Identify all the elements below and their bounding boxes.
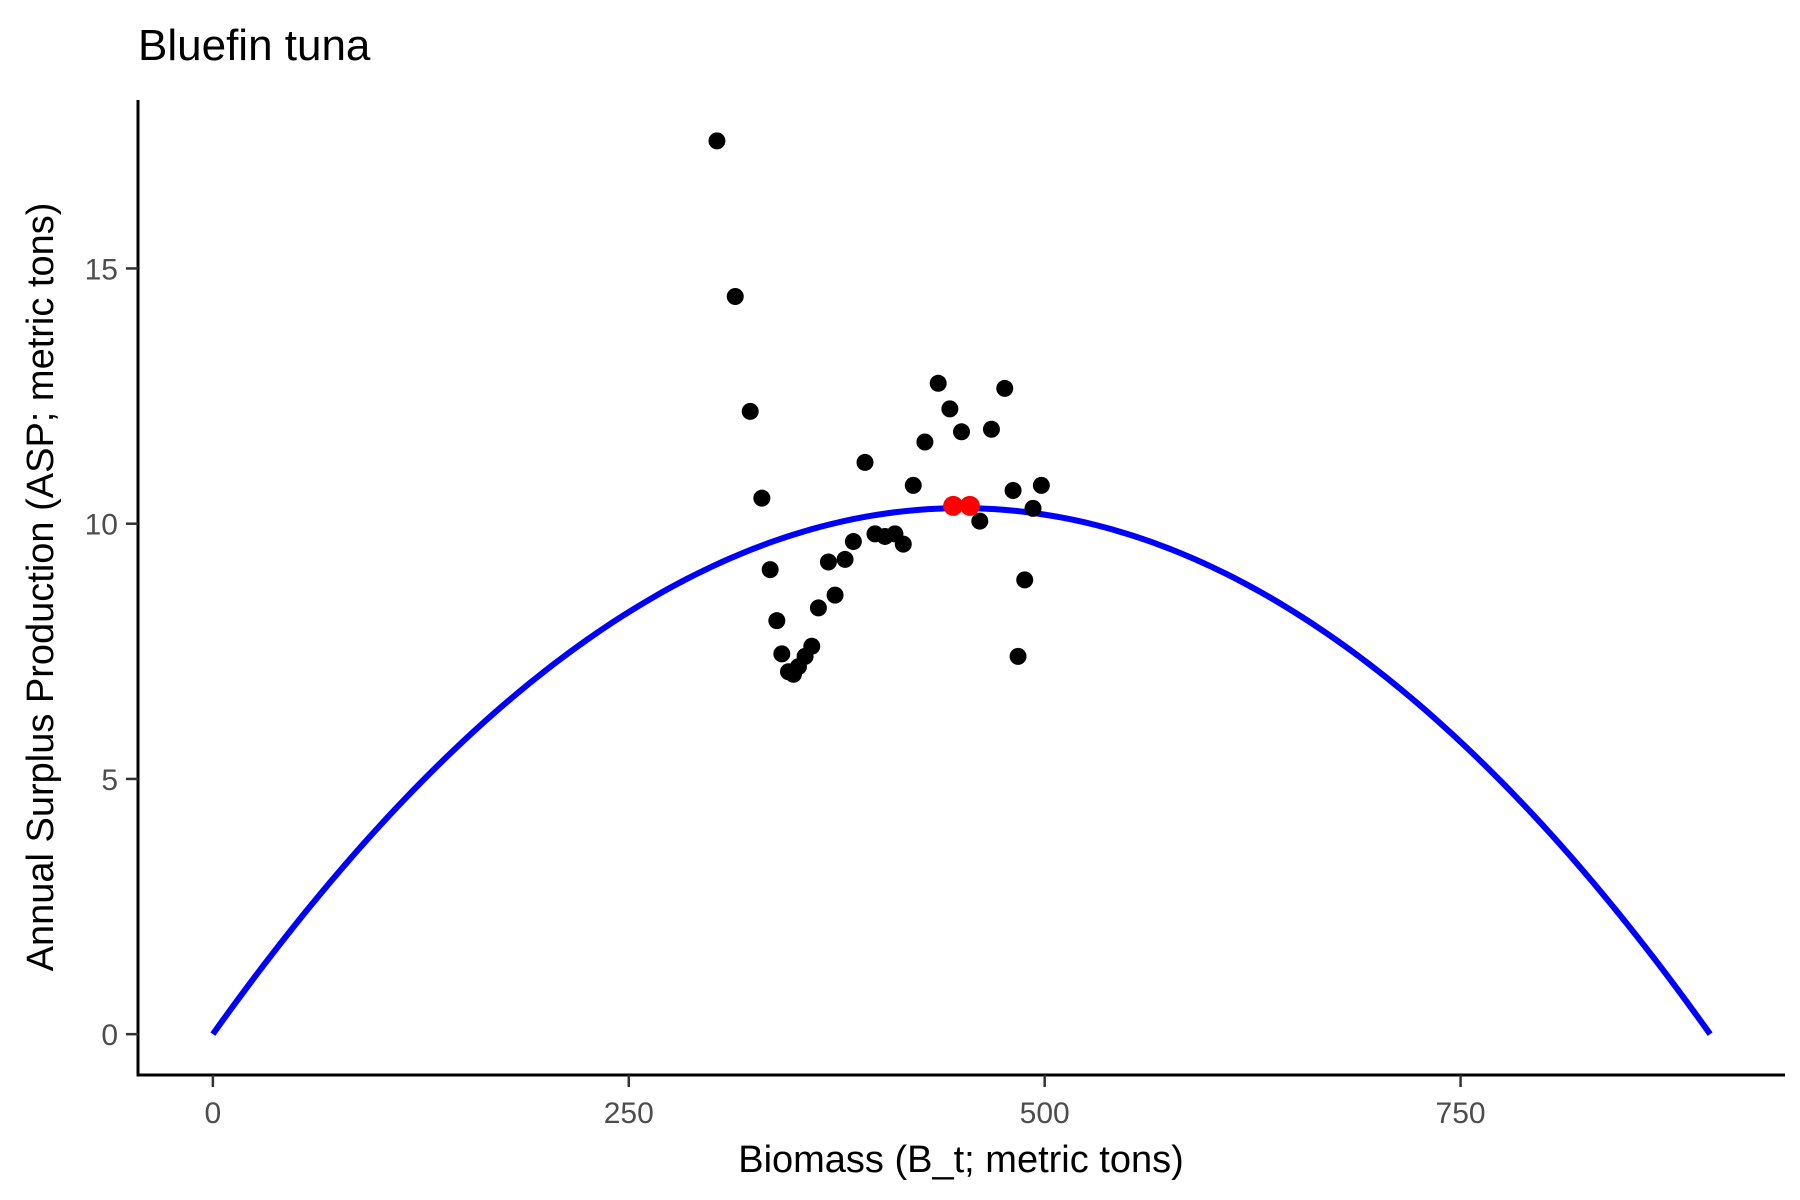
chart-title: Bluefin tuna	[138, 21, 371, 70]
data-point	[904, 476, 922, 494]
x-tick-label: 750	[1436, 1097, 1486, 1130]
x-axis-ticks: 0 250 500 750	[205, 1075, 1486, 1130]
data-point	[773, 645, 791, 663]
plot-area	[210, 132, 1713, 1036]
data-point	[953, 423, 970, 441]
x-tick-label: 500	[1020, 1097, 1070, 1130]
data-point	[941, 400, 959, 418]
y-axis-ticks: 0 5 10 15	[85, 253, 138, 1052]
data-point	[971, 512, 989, 530]
data-point	[726, 288, 744, 306]
data-point	[753, 489, 771, 507]
y-tick-label: 15	[85, 253, 118, 286]
data-point	[708, 132, 726, 150]
data-point	[1032, 476, 1050, 494]
data-point	[1004, 482, 1022, 500]
data-point	[916, 433, 934, 451]
data-point	[856, 453, 874, 471]
data-point	[836, 550, 854, 568]
fitted-curve-layer	[210, 505, 1713, 1036]
data-point	[996, 379, 1014, 397]
x-axis-title: Biomass (B_t; metric tons)	[738, 1139, 1184, 1181]
highlight-point	[943, 495, 964, 516]
y-axis-title: Annual Surplus Production (ASP; metric t…	[20, 203, 62, 972]
data-point	[761, 561, 779, 579]
data-points-layer	[708, 132, 1050, 683]
data-point	[826, 586, 844, 604]
data-point	[1009, 647, 1027, 665]
x-tick-label: 0	[205, 1097, 222, 1130]
data-point	[803, 637, 821, 655]
data-point	[741, 402, 759, 420]
fitted-curve	[210, 505, 1713, 1036]
data-point	[819, 553, 837, 571]
y-tick-label: 0	[101, 1019, 118, 1052]
data-point	[929, 374, 947, 392]
data-point	[982, 420, 1000, 438]
data-point	[894, 535, 912, 553]
data-point	[768, 612, 786, 630]
y-tick-label: 5	[101, 764, 118, 797]
data-point	[1016, 571, 1034, 589]
highlight-point	[959, 495, 980, 516]
x-tick-label: 250	[604, 1097, 654, 1130]
data-point	[844, 533, 862, 551]
data-point	[809, 599, 827, 617]
data-point	[1024, 499, 1042, 517]
y-tick-label: 10	[85, 509, 118, 542]
